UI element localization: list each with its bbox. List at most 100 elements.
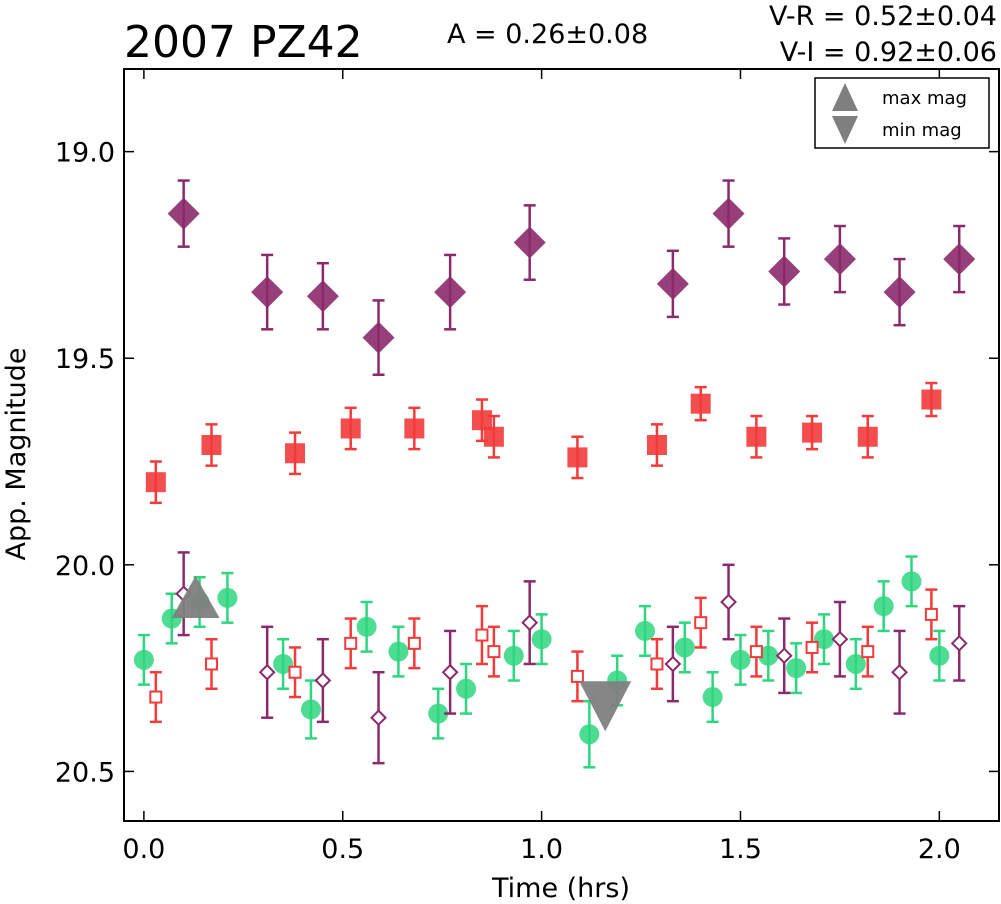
data-point-square (471, 410, 492, 431)
data-point-open-diamond (775, 647, 793, 665)
chart-title: 2007 PZ42 (124, 17, 363, 68)
data-point-circle (873, 596, 894, 617)
data-point-square (285, 443, 306, 464)
data-point-square (690, 393, 711, 414)
data-point-open-square (407, 636, 421, 650)
y-tick-label: 19.0 (55, 138, 115, 169)
legend: max mag min mag (814, 77, 990, 149)
data-point-circle (845, 653, 866, 674)
data-point-diamond (883, 276, 916, 309)
data-point-circle (388, 641, 409, 662)
data-point-diamond (434, 276, 467, 309)
y-tick-label: 19.5 (55, 344, 115, 375)
data-point-open-square (475, 628, 489, 642)
data-point-open-square (487, 645, 501, 659)
data-point-diamond (823, 243, 856, 276)
legend-min-mag-label: min mag (882, 120, 962, 141)
x-tick-label: 0.5 (321, 834, 364, 865)
data-point-open-square (924, 607, 938, 621)
max-mag-marker (171, 576, 220, 619)
plot-frame (123, 68, 1000, 822)
data-point-square (746, 426, 767, 447)
data-point-diamond (513, 226, 546, 259)
data-point-circle (730, 649, 751, 670)
data-point-diamond (656, 267, 689, 300)
data-point-open-diamond (720, 593, 737, 611)
data-point-circle (456, 678, 477, 699)
series-R_shifted (145, 381, 942, 505)
data-point-diamond (306, 280, 339, 313)
data-point-square (802, 422, 823, 443)
data-point-square (567, 447, 588, 468)
data-point-diamond (768, 255, 801, 288)
data-point-open-diamond (950, 634, 968, 652)
series-I_shifted (167, 179, 976, 377)
series-I (175, 551, 968, 765)
legend-max-mag-marker (832, 83, 858, 111)
x-axis-label: Time (hrs) (491, 873, 630, 904)
x-tick-label: 2.0 (918, 834, 961, 865)
data-marks (133, 179, 976, 769)
data-point-circle (579, 724, 600, 745)
data-point-circle (901, 571, 922, 592)
data-point-open-square (288, 665, 302, 679)
data-point-open-diamond (664, 655, 682, 673)
data-point-square (145, 472, 166, 493)
data-point-circle (133, 649, 154, 670)
data-point-circle (635, 620, 656, 641)
data-point-open-square (149, 690, 163, 704)
y-axis-label: App. Magnitude (1, 348, 32, 561)
axis-ticks: 0.0 0.5 1.0 1.5 2.0 19.0 19.5 20.0 20.5 (55, 69, 999, 865)
data-point-open-square (570, 669, 584, 683)
legend-min-mag-marker (832, 116, 858, 144)
data-point-square (921, 389, 942, 410)
x-tick-label: 1.0 (520, 834, 563, 865)
data-point-diamond (251, 276, 284, 309)
y-tick-label: 20.0 (55, 551, 115, 582)
data-point-circle (217, 587, 238, 608)
data-point-circle (929, 645, 950, 666)
data-point-circle (428, 703, 449, 724)
data-point-open-square (205, 657, 218, 671)
data-point-square (646, 435, 667, 455)
y-tick-label: 20.5 (55, 757, 115, 788)
v-i-annotation: V-I = 0.92±0.06 (780, 37, 997, 68)
data-point-circle (758, 645, 779, 666)
min-mag-marker (579, 681, 632, 732)
data-point-circle (814, 629, 834, 650)
data-point-open-diamond (370, 709, 387, 727)
series-V (133, 555, 950, 769)
data-point-open-diamond (521, 614, 539, 632)
data-point-square (857, 426, 878, 447)
data-point-diamond (712, 197, 745, 230)
data-point-diamond (943, 243, 976, 276)
x-tick-label: 1.5 (719, 834, 762, 865)
data-point-square (201, 435, 222, 455)
data-point-circle (356, 616, 377, 637)
x-tick-label: 0.0 (122, 834, 165, 865)
data-point-open-diamond (314, 672, 332, 689)
series-max_mag (171, 576, 220, 619)
data-point-open-diamond (831, 630, 849, 648)
data-point-circle (300, 699, 321, 720)
data-point-circle (702, 687, 723, 708)
data-point-open-square (805, 640, 819, 654)
data-point-open-square (694, 616, 708, 630)
data-point-open-square (344, 636, 358, 650)
data-point-square (404, 418, 425, 439)
data-point-square (340, 418, 361, 439)
data-point-open-diamond (441, 663, 459, 681)
series-R (149, 588, 938, 724)
data-point-square (483, 426, 504, 447)
data-point-open-diamond (891, 663, 908, 681)
series-min_mag (579, 681, 632, 732)
data-point-circle (503, 645, 524, 666)
data-point-open-diamond (258, 663, 276, 681)
data-point-diamond (362, 321, 395, 354)
data-point-diamond (167, 197, 200, 230)
data-point-open-square (861, 645, 875, 659)
data-point-circle (674, 637, 695, 658)
data-point-open-square (749, 645, 763, 659)
data-point-circle (531, 629, 552, 650)
